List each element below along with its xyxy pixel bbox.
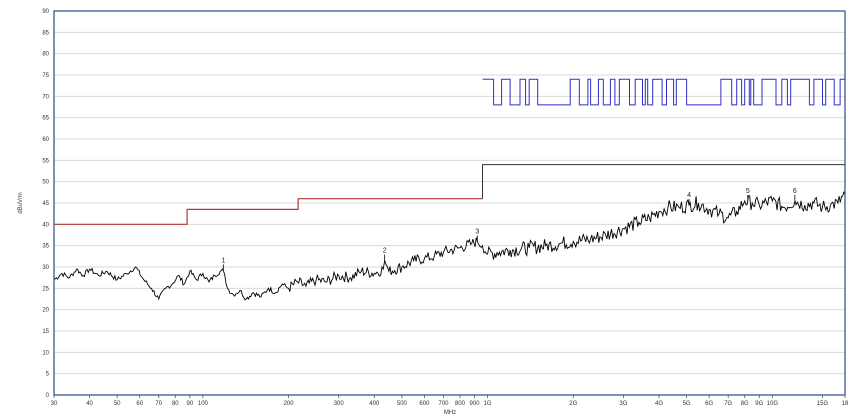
y-tick-label: 45 xyxy=(42,201,49,207)
x-tick-label: 1G xyxy=(484,401,492,407)
x-tick-label: 600 xyxy=(419,401,430,407)
x-tick-label: 500 xyxy=(397,401,408,407)
x-tick-label: 8G xyxy=(741,401,749,407)
y-tick-label: 5 xyxy=(46,372,50,378)
x-tick-label: 700 xyxy=(438,401,449,407)
marker-label: 6 xyxy=(793,188,797,195)
x-tick-label: 100 xyxy=(198,401,209,407)
digital-trace xyxy=(482,78,845,106)
limit-line-below-1ghz xyxy=(54,198,483,225)
x-tick-label: 80 xyxy=(172,401,179,407)
x-tick-label: 7G xyxy=(724,401,732,407)
marker-label: 3 xyxy=(475,228,479,235)
x-tick-label: 10G xyxy=(767,401,779,407)
plot-frame xyxy=(53,10,846,396)
limit-line-above-1ghz xyxy=(482,164,845,199)
x-tick-label: 5G xyxy=(683,401,691,407)
y-tick-label: 60 xyxy=(42,137,49,143)
marker-label: 4 xyxy=(687,192,691,199)
x-tick-label: 6G xyxy=(705,401,713,407)
marker-label: 5 xyxy=(746,188,750,195)
x-tick-label: 3G xyxy=(619,401,627,407)
x-tick-label: 300 xyxy=(334,401,345,407)
x-tick-label: 800 xyxy=(455,401,466,407)
y-tick-label: 35 xyxy=(42,244,49,250)
marker-label: 2 xyxy=(383,248,387,255)
x-tick-label: 2G xyxy=(569,401,577,407)
x-tick-label: 18 xyxy=(842,401,849,407)
y-tick-labels: 0 5 10 15 20 25 30 35 40 45 50 55 60 65 70 75 80 85 90 xyxy=(42,9,49,399)
series xyxy=(53,78,846,301)
y-tick-label: 70 xyxy=(42,94,49,100)
x-tick-label: 70 xyxy=(155,401,162,407)
y-tick-label: 55 xyxy=(42,158,49,164)
x-tick-label: 9G xyxy=(755,401,763,407)
y-tick-label: 85 xyxy=(42,30,49,36)
x-tick-label: 400 xyxy=(369,401,380,407)
marker-label: 1 xyxy=(221,257,225,264)
emission-trace xyxy=(53,191,846,301)
x-tick-label: 4G xyxy=(655,401,663,407)
y-tick-label: 90 xyxy=(42,9,49,15)
x-tick-label: 30 xyxy=(51,401,58,407)
x-tick-label: 15G xyxy=(817,401,829,407)
grid xyxy=(53,10,846,398)
x-tick-labels: 30 40 50 60 70 80 90 100 200 300 400 500 600 700 800 90… xyxy=(51,401,849,407)
y-tick-label: 30 xyxy=(42,265,49,271)
y-tick-label: 75 xyxy=(42,73,49,79)
y-tick-label: 40 xyxy=(42,222,49,228)
x-tick-label: 90 xyxy=(187,401,194,407)
x-tick-label: 200 xyxy=(284,401,295,407)
x-axis-label: MHz xyxy=(444,410,456,416)
y-tick-label: 25 xyxy=(42,286,49,292)
x-tick-label: 50 xyxy=(114,401,121,407)
y-tick-label: 15 xyxy=(42,329,49,335)
y-tick-label: 50 xyxy=(42,180,49,186)
y-tick-label: 10 xyxy=(42,350,49,356)
x-tick-label: 900 xyxy=(470,401,481,407)
y-tick-label: 65 xyxy=(42,116,49,122)
x-tick-label: 60 xyxy=(136,401,143,407)
peak-markers: 1 2 3 4 5 6 xyxy=(221,188,797,271)
x-tick-label: 40 xyxy=(86,401,93,407)
y-tick-label: 80 xyxy=(42,52,49,58)
y-tick-label: 20 xyxy=(42,308,49,314)
y-tick-label: 0 xyxy=(46,393,50,399)
y-axis-label: dBuV/m xyxy=(18,192,24,213)
